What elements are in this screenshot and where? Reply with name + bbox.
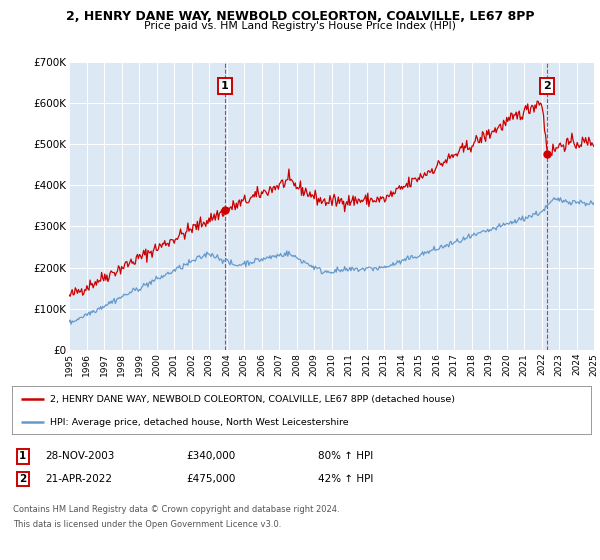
- Text: 2: 2: [543, 81, 551, 91]
- Text: 1: 1: [221, 81, 229, 91]
- Text: Contains HM Land Registry data © Crown copyright and database right 2024.: Contains HM Land Registry data © Crown c…: [13, 505, 340, 514]
- Text: £475,000: £475,000: [186, 474, 235, 484]
- Text: 2: 2: [19, 474, 26, 484]
- Text: This data is licensed under the Open Government Licence v3.0.: This data is licensed under the Open Gov…: [13, 520, 281, 529]
- Text: 2, HENRY DANE WAY, NEWBOLD COLEORTON, COALVILLE, LE67 8PP (detached house): 2, HENRY DANE WAY, NEWBOLD COLEORTON, CO…: [50, 395, 455, 404]
- Text: Price paid vs. HM Land Registry's House Price Index (HPI): Price paid vs. HM Land Registry's House …: [144, 21, 456, 31]
- Text: 42% ↑ HPI: 42% ↑ HPI: [318, 474, 373, 484]
- Text: HPI: Average price, detached house, North West Leicestershire: HPI: Average price, detached house, Nort…: [50, 418, 348, 427]
- Text: 2, HENRY DANE WAY, NEWBOLD COLEORTON, COALVILLE, LE67 8PP: 2, HENRY DANE WAY, NEWBOLD COLEORTON, CO…: [66, 10, 534, 23]
- Text: £340,000: £340,000: [186, 451, 235, 461]
- Text: 21-APR-2022: 21-APR-2022: [45, 474, 112, 484]
- Text: 1: 1: [19, 451, 26, 461]
- Text: 80% ↑ HPI: 80% ↑ HPI: [318, 451, 373, 461]
- Text: 28-NOV-2003: 28-NOV-2003: [45, 451, 115, 461]
